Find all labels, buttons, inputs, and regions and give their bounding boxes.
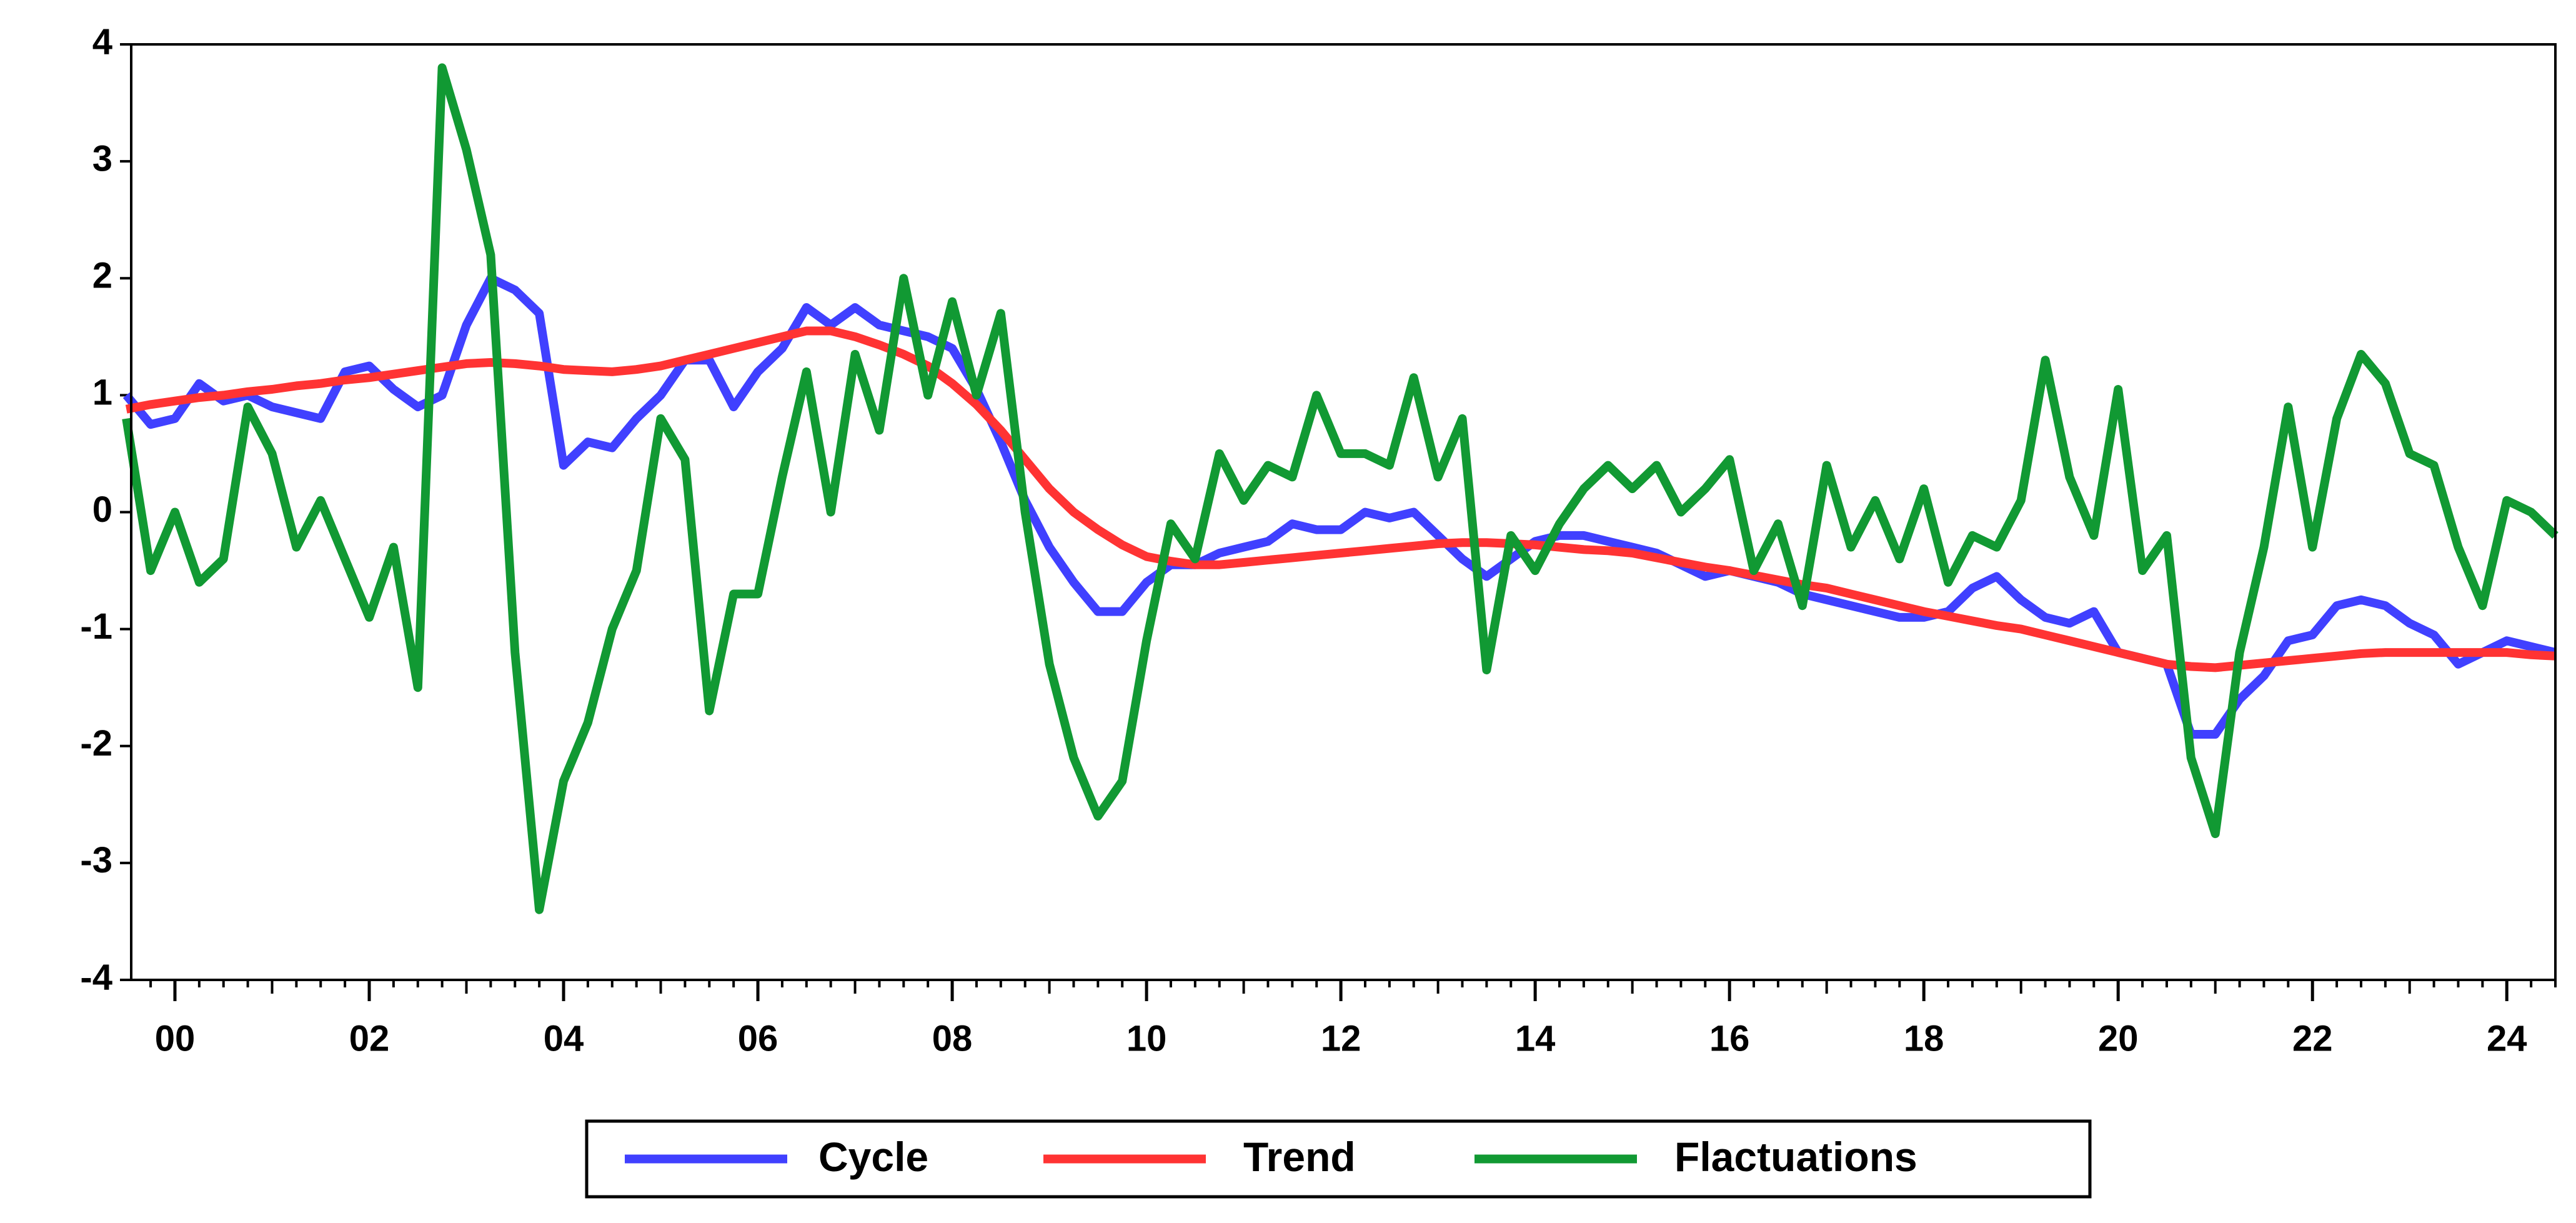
y-tick-label: -4: [80, 957, 112, 997]
x-tick-label: 12: [1321, 1018, 1361, 1059]
x-tick-label: 06: [738, 1018, 778, 1059]
x-tick-label: 18: [1904, 1018, 1944, 1059]
x-tick-label: 24: [2487, 1018, 2527, 1059]
y-tick-label: 0: [92, 489, 112, 530]
legend-label: Cycle: [818, 1134, 928, 1180]
series-line: [122, 63, 2559, 914]
x-tick-label: 10: [1126, 1018, 1167, 1059]
x-tick-label: 20: [2098, 1018, 2139, 1059]
y-tick-label: -2: [80, 723, 112, 764]
x-tick-label: 14: [1515, 1018, 1556, 1059]
legend-label: Flactuations: [1674, 1134, 1917, 1180]
x-tick-label: 04: [544, 1018, 584, 1059]
x-tick-label: 02: [349, 1018, 390, 1059]
plot-frame: [130, 43, 2557, 981]
legend-box: [585, 1119, 2092, 1199]
series-line: [125, 326, 2556, 672]
x-tick-label: 00: [155, 1018, 196, 1059]
y-tick-label: -3: [80, 840, 112, 881]
y-tick-label: 4: [92, 21, 112, 62]
x-tick-label: 22: [2292, 1018, 2333, 1059]
legend-label: Trend: [1243, 1134, 1356, 1180]
x-tick-label: 08: [932, 1018, 973, 1059]
y-tick-label: 2: [92, 256, 112, 296]
y-tick-label: 1: [92, 372, 112, 413]
y-tick-label: 3: [92, 138, 112, 179]
x-tick-label: 16: [1709, 1018, 1750, 1059]
y-tick-label: -1: [80, 606, 112, 647]
